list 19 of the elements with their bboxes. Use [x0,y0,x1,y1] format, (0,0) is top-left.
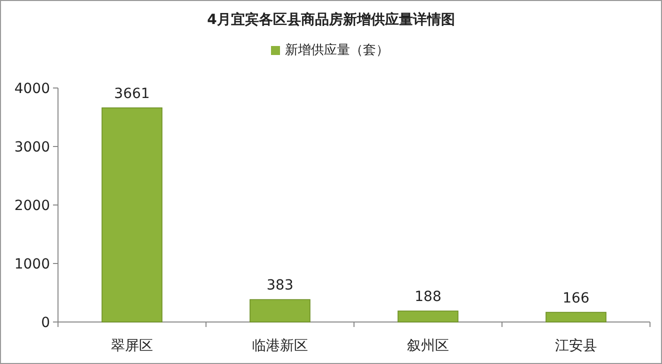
y-tick-label: 4000 [14,81,50,97]
bar [398,310,458,322]
bar [102,107,162,322]
y-tick-label: 1000 [14,256,50,272]
data-label: 383 [266,278,294,294]
bar [546,312,606,322]
bar [250,299,310,322]
x-tick-label: 叙州区 [407,338,449,354]
data-label: 166 [562,290,590,306]
y-tick-label: 0 [41,315,50,331]
data-label: 188 [414,289,442,305]
chart-title: 4月宜宾各区县商品房新增供应量详情图 [207,11,455,28]
x-tick-label: 翠屏区 [111,338,153,354]
y-tick-label: 3000 [14,140,50,156]
y-tick-label: 2000 [14,198,50,214]
x-tick-label: 临港新区 [252,338,308,354]
data-label: 3661 [114,86,150,102]
legend-label: 新增供应量（套） [285,42,389,58]
x-tick-label: 江安县 [555,338,597,354]
